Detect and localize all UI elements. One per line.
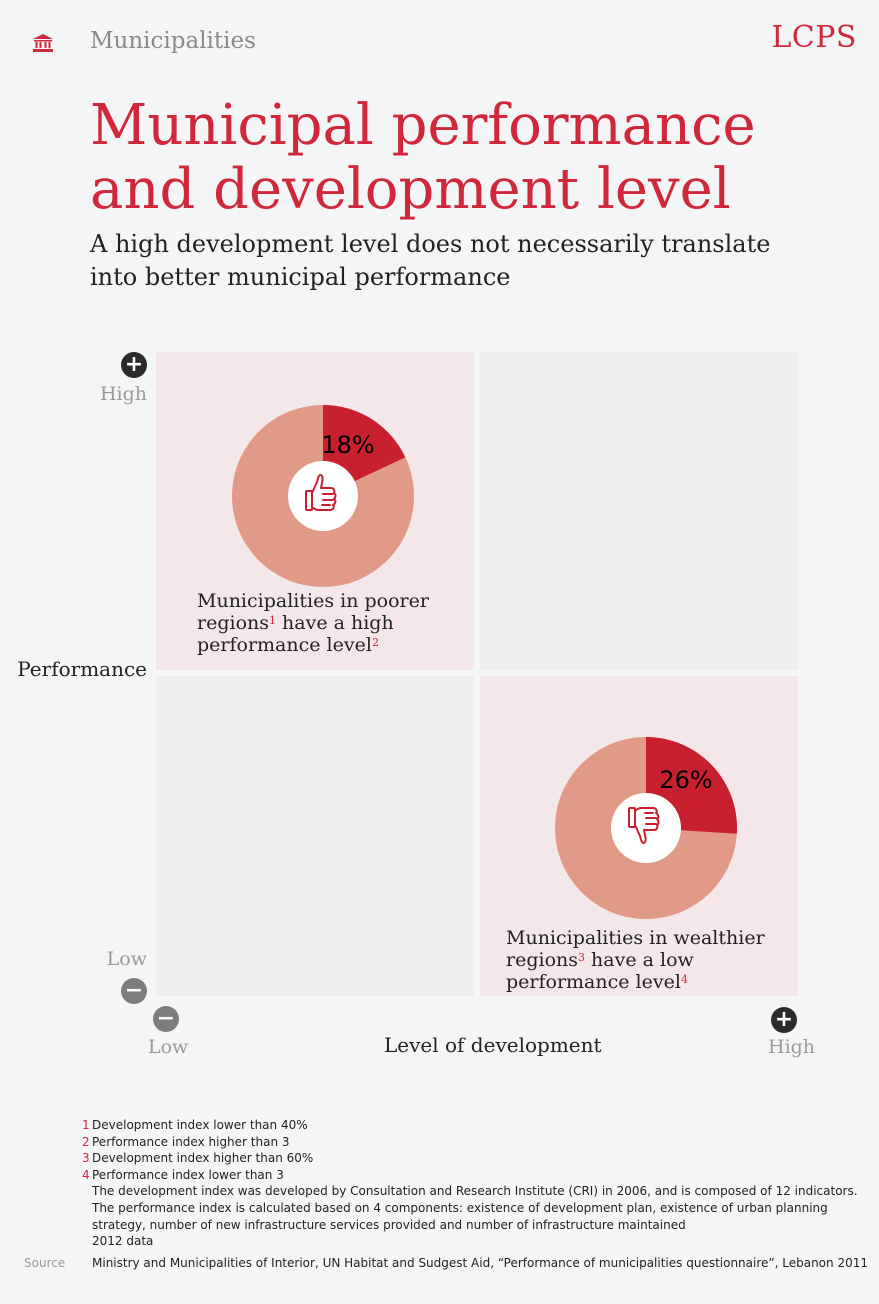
note-line: The development index was developed by C… [92, 1184, 858, 1199]
note-line: The performance index is calculated base… [92, 1200, 828, 1215]
page-title: Municipal performance and development le… [90, 93, 756, 222]
x-axis-label: Level of development [384, 1033, 602, 1057]
annotation-line: regions3 have a low [506, 949, 694, 971]
thumbs-up-icon [305, 474, 337, 511]
annotation-poorer: Municipalities in poorer regions1 have a… [197, 590, 467, 656]
y-axis-label: Performance [17, 657, 147, 681]
footnote-ref: 3 [578, 951, 585, 964]
pie-slice-label: 18% [321, 431, 374, 459]
source-text: Ministry and Municipalities of Interior,… [92, 1256, 868, 1270]
building-icon [33, 34, 53, 52]
pie-chart-poorer: 18% [232, 405, 414, 587]
annotation-line: performance level2 [197, 634, 379, 656]
annotation-line: performance level4 [506, 971, 688, 993]
annotation-line: Municipalities in wealthier [506, 927, 765, 949]
page-subtitle: A high development level does not necess… [90, 230, 771, 291]
thumbs-down-icon [628, 807, 660, 844]
y-tick-low: Low [106, 948, 147, 970]
footnote-item: 4 Performance index lower than 3 [82, 1167, 284, 1182]
minus-icon: − [121, 978, 147, 1004]
quadrant-bottom-left [156, 676, 474, 996]
minus-icon: − [153, 1006, 179, 1032]
note-line: 2012 data [92, 1234, 154, 1249]
footnote-ref: 2 [371, 636, 379, 649]
x-tick-low: Low [148, 1036, 189, 1058]
icon-badge [611, 793, 681, 863]
footnotes: 1 Development index lower than 40% 2 Perfo… [82, 1117, 858, 1250]
icon-badge [288, 461, 358, 531]
pie-slice-label: 26% [659, 766, 712, 794]
plus-icon: + [771, 1007, 797, 1033]
footnote-ref: 1 [269, 614, 276, 627]
x-tick-high: High [768, 1036, 816, 1058]
note-line: strategy, number of new infrastructure s… [92, 1217, 686, 1232]
brand-logo: LCPS [771, 20, 857, 55]
annotation-line: Municipalities in poorer [197, 590, 429, 612]
quadrant-top-right [480, 352, 798, 670]
source-label: Source [24, 1256, 66, 1270]
footnote-ref: 4 [680, 973, 688, 986]
plus-icon: + [121, 352, 147, 378]
y-tick-high: High [99, 383, 147, 405]
footnote-item: 3 Development index higher than 60% [82, 1151, 314, 1166]
pie-chart-wealthier: 26% [555, 737, 737, 919]
annotation-wealthier: Municipalities in wealthier regions3 hav… [506, 927, 796, 993]
footnote-item: 2 Performance index higher than 3 [82, 1134, 290, 1149]
footnote-item: 1 Development index lower than 40% [82, 1118, 308, 1132]
annotation-line: regions1 have a high [197, 612, 394, 634]
section-label: Municipalities [90, 28, 256, 54]
